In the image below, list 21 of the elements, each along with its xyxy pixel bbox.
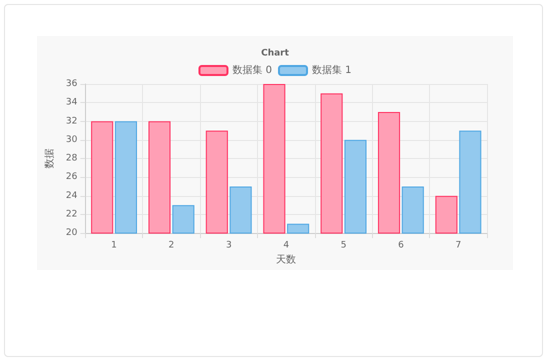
chart-title: Chart bbox=[261, 48, 290, 58]
x-tick-label: 3 bbox=[226, 240, 232, 251]
legend-label: 数据集 0 bbox=[232, 64, 272, 76]
legend-label: 数据集 1 bbox=[312, 64, 352, 76]
x-tick-label: 2 bbox=[168, 240, 174, 251]
y-tick-label: 30 bbox=[66, 134, 78, 145]
y-tick-label: 32 bbox=[66, 116, 78, 126]
y-tick-label: 20 bbox=[66, 228, 78, 238]
y-tick-label: 34 bbox=[66, 98, 78, 108]
y-axis-title: 数据 bbox=[44, 148, 56, 169]
x-tick-label: 7 bbox=[455, 240, 462, 251]
y-tick-label: 28 bbox=[66, 154, 78, 164]
y-tick-label: 24 bbox=[66, 190, 78, 201]
x-tick-label: 1 bbox=[111, 240, 117, 251]
y-tick-label: 36 bbox=[66, 79, 78, 89]
x-tick-label: 6 bbox=[398, 240, 404, 251]
y-tick-label: 22 bbox=[66, 209, 78, 220]
x-axis-title: 天数 bbox=[276, 254, 296, 266]
y-tick-label: 26 bbox=[66, 172, 78, 182]
x-tick-label: 5 bbox=[340, 240, 346, 251]
x-tick-label: 4 bbox=[283, 240, 290, 251]
